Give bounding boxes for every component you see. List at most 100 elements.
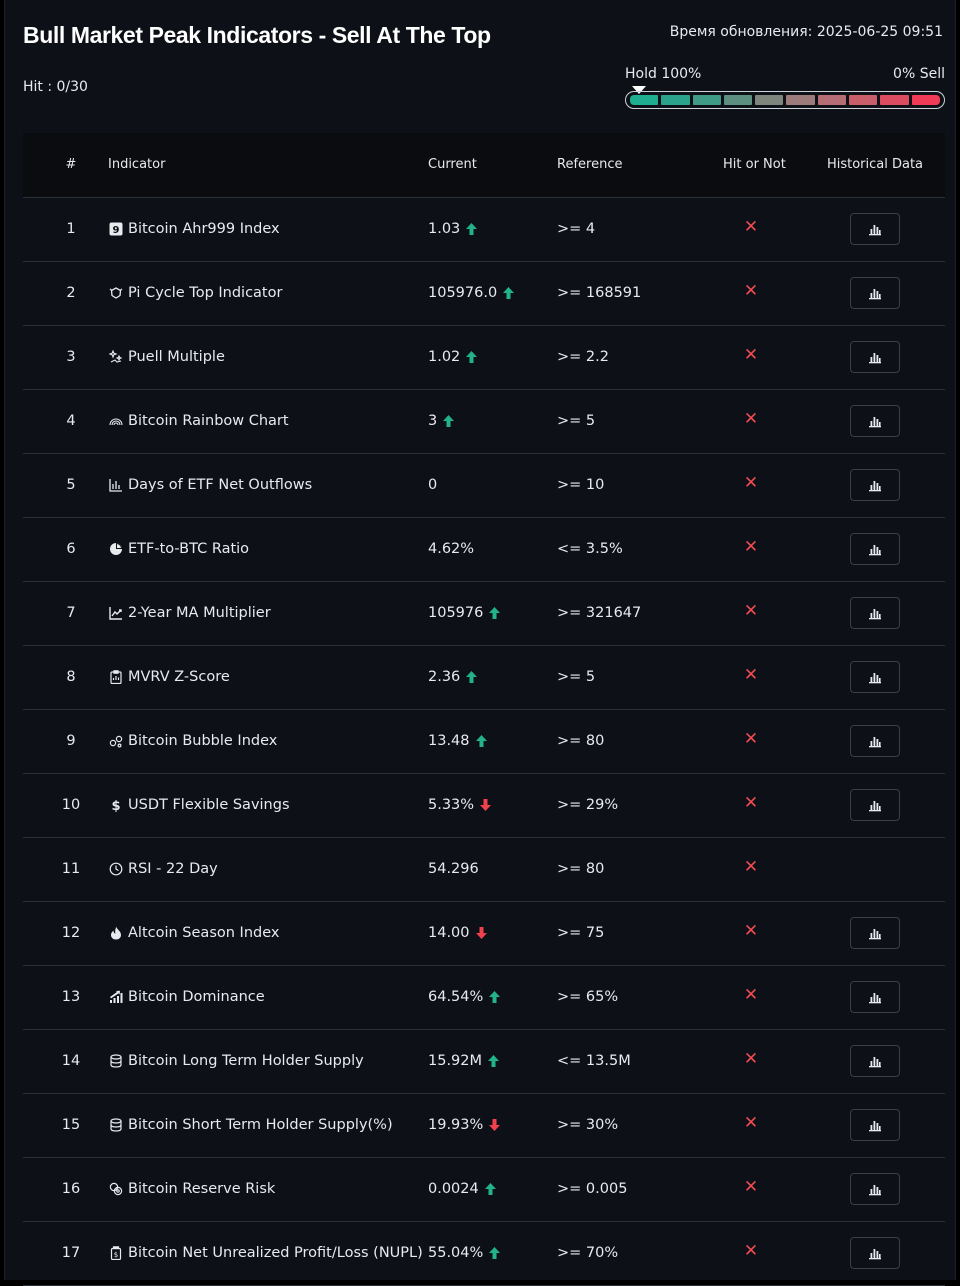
current-value: 14.00 bbox=[428, 925, 470, 941]
current-cell: 5.33% bbox=[428, 797, 492, 813]
row-number: 1 bbox=[66, 221, 76, 237]
indicator-name: MVRV Z-Score bbox=[128, 669, 230, 685]
cycle-icon bbox=[108, 286, 123, 301]
page-panel: Bull Market Peak Indicators - Sell At Th… bbox=[4, 0, 956, 1286]
database-icon bbox=[108, 1054, 123, 1069]
indicator-cell: Pi Cycle Top Indicator bbox=[108, 285, 282, 301]
current-cell: 55.04% bbox=[428, 1245, 501, 1261]
not-hit-icon: ✕ bbox=[743, 1049, 759, 1069]
not-hit-icon: ✕ bbox=[743, 217, 759, 237]
indicator-name: Bitcoin Ahr999 Index bbox=[128, 221, 280, 237]
row-number: 2 bbox=[66, 285, 76, 301]
historical-data-button[interactable] bbox=[850, 789, 900, 821]
indicator-name: Bitcoin Long Term Holder Supply bbox=[128, 1053, 364, 1069]
rainbow-icon bbox=[108, 414, 123, 429]
not-hit-icon: ✕ bbox=[743, 473, 759, 493]
meter-segment bbox=[786, 95, 815, 105]
historical-data-button[interactable] bbox=[850, 469, 900, 501]
bar-chart-icon bbox=[869, 545, 881, 556]
reference-value: >= 5 bbox=[557, 413, 596, 429]
not-hit-icon: ✕ bbox=[743, 601, 759, 621]
table-row: 10 $ USDT Flexible Savings 5.33% >= 29% ✕ bbox=[23, 774, 945, 838]
indicator-name: Altcoin Season Index bbox=[128, 925, 280, 941]
historical-data-button[interactable] bbox=[850, 1045, 900, 1077]
indicator-cell: RSI - 22 Day bbox=[108, 861, 218, 877]
reference-value: >= 80 bbox=[557, 733, 605, 749]
indicator-cell: Puell Multiple bbox=[108, 349, 225, 365]
meter-segment bbox=[692, 95, 721, 105]
arrow-up-icon bbox=[489, 607, 501, 619]
current-cell: 0.0024 bbox=[428, 1181, 496, 1197]
bar-chart-icon bbox=[108, 478, 123, 493]
reference-value: >= 321647 bbox=[557, 605, 642, 621]
historical-data-button[interactable] bbox=[850, 277, 900, 309]
header-hit: Hit or Not bbox=[723, 157, 786, 172]
historical-data-button[interactable] bbox=[850, 981, 900, 1013]
historical-data-button[interactable] bbox=[850, 405, 900, 437]
meter-segment bbox=[755, 95, 784, 105]
arrow-down-icon bbox=[475, 927, 487, 939]
current-cell: 54.296 bbox=[428, 861, 479, 877]
page-title: Bull Market Peak Indicators - Sell At Th… bbox=[23, 22, 491, 48]
table-header: # Indicator Current Reference Hit or Not… bbox=[23, 133, 945, 198]
current-value: 64.54% bbox=[428, 989, 484, 1005]
meter-segment bbox=[630, 95, 659, 105]
current-value: 1.02 bbox=[428, 349, 461, 365]
historical-data-button[interactable] bbox=[850, 661, 900, 693]
indicator-name: 2-Year MA Multiplier bbox=[128, 605, 271, 621]
arrow-up-icon bbox=[489, 991, 501, 1003]
reference-value: >= 10 bbox=[557, 477, 605, 493]
bar-chart-icon bbox=[869, 1057, 881, 1068]
sparkle-icon bbox=[108, 350, 123, 365]
historical-data-button[interactable] bbox=[850, 213, 900, 245]
current-cell: 1.03 bbox=[428, 221, 478, 237]
row-number: 6 bbox=[66, 541, 76, 557]
historical-data-button[interactable] bbox=[850, 341, 900, 373]
historical-data-button[interactable] bbox=[850, 1109, 900, 1141]
historical-data-button[interactable] bbox=[850, 597, 900, 629]
row-number: 3 bbox=[66, 349, 76, 365]
reference-value: >= 65% bbox=[557, 989, 619, 1005]
historical-data-button[interactable] bbox=[850, 1237, 900, 1269]
arrow-up-icon bbox=[466, 351, 478, 363]
indicator-cell: Bitcoin Reserve Risk bbox=[108, 1181, 275, 1197]
current-cell: 105976 bbox=[428, 605, 501, 621]
rising-bars-icon bbox=[108, 990, 123, 1005]
table-row: 12 Altcoin Season Index 14.00 >= 75 ✕ bbox=[23, 902, 945, 966]
reference-value: >= 30% bbox=[557, 1117, 619, 1133]
table-row: 13 Bitcoin Dominance 64.54% >= 65% ✕ bbox=[23, 966, 945, 1030]
header-indicator: Indicator bbox=[108, 157, 166, 172]
historical-data-button[interactable] bbox=[850, 533, 900, 565]
not-hit-icon: ✕ bbox=[743, 409, 759, 429]
bar-chart-icon bbox=[869, 1121, 881, 1132]
row-number: 15 bbox=[61, 1117, 81, 1133]
header-num: # bbox=[65, 157, 77, 172]
arrow-up-icon bbox=[503, 287, 515, 299]
indicators-table: # Indicator Current Reference Hit or Not… bbox=[23, 133, 945, 1286]
current-cell: 15.92M bbox=[428, 1053, 500, 1069]
meter-segment bbox=[661, 95, 690, 105]
update-time: Время обновления: 2025-06-25 09:51 bbox=[669, 24, 943, 40]
bar-chart-icon bbox=[869, 353, 881, 364]
meter-segment bbox=[849, 95, 878, 105]
current-value: 5.33% bbox=[428, 797, 475, 813]
meter-pointer-icon bbox=[632, 86, 646, 94]
historical-data-button[interactable] bbox=[850, 917, 900, 949]
not-hit-icon: ✕ bbox=[743, 729, 759, 749]
not-hit-icon: ✕ bbox=[743, 1177, 759, 1197]
svg-text:$: $ bbox=[111, 799, 120, 812]
indicator-cell: 2-Year MA Multiplier bbox=[108, 605, 271, 621]
arrow-down-icon bbox=[489, 1119, 501, 1131]
reference-value: <= 3.5% bbox=[557, 541, 623, 557]
row-number: 14 bbox=[61, 1053, 81, 1069]
table-row: 7 2-Year MA Multiplier 105976 >= 321647 ✕ bbox=[23, 582, 945, 646]
arrow-up-icon bbox=[475, 735, 487, 747]
table-row: 14 Bitcoin Long Term Holder Supply 15.92M <… bbox=[23, 1030, 945, 1094]
row-number: 4 bbox=[66, 413, 76, 429]
historical-data-button[interactable] bbox=[850, 1173, 900, 1205]
indicator-name: Bitcoin Bubble Index bbox=[128, 733, 278, 749]
historical-data-button[interactable] bbox=[850, 725, 900, 757]
bar-chart-icon bbox=[869, 929, 881, 940]
meter-sell-label: 0% Sell bbox=[893, 66, 945, 82]
dollar-icon: $ bbox=[108, 798, 123, 813]
